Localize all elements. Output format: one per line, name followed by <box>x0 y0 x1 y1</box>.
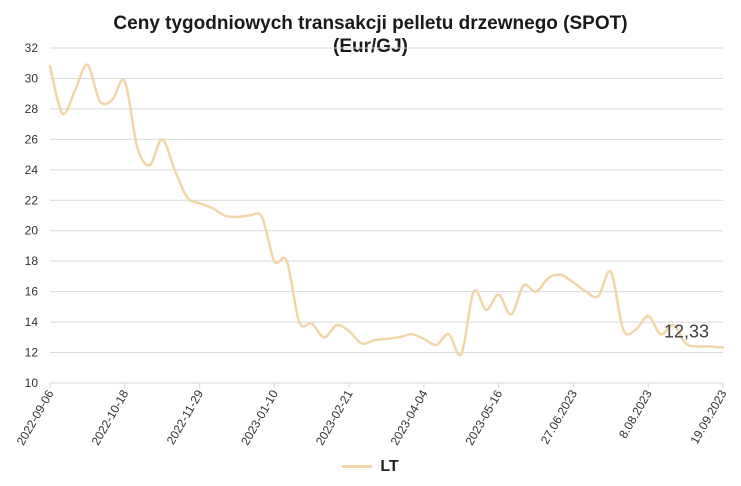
end-value-label: 12,33 <box>664 322 709 342</box>
chart-title: Ceny tygodniowych transakcji pelletu drz… <box>0 12 741 58</box>
annotations: 12,33 <box>664 322 709 342</box>
x-tick-label-1: 2022-10-18 <box>89 387 132 447</box>
series-layer <box>48 63 725 357</box>
x-tick-label-8: 8.08.2023 <box>616 387 655 441</box>
series-line-lt <box>48 63 725 357</box>
chart-title-line-1: Ceny tygodniowych transakcji pelletu drz… <box>113 13 628 34</box>
x-tick-label-0: 2022-09-06 <box>14 387 57 447</box>
y-tick-label-14: 14 <box>25 315 39 329</box>
y-tick-label-22: 22 <box>25 193 39 207</box>
y-tick-label-28: 28 <box>25 102 39 116</box>
grid-lines <box>50 47 723 384</box>
x-tick-label-7: 27.06.2023 <box>538 387 580 446</box>
x-tick-label-2: 2022-11-29 <box>164 387 207 447</box>
y-tick-label-12: 12 <box>25 346 39 360</box>
legend-swatch-lt <box>342 465 373 469</box>
x-tick-label-5: 2023-04-04 <box>388 387 431 447</box>
y-tick-label-30: 30 <box>25 71 39 85</box>
legend: LT <box>0 458 741 476</box>
y-axis: 10 12 14 16 18 20 22 24 26 28 30 32 <box>25 41 39 390</box>
y-tick-label-10: 10 <box>25 376 39 390</box>
y-tick-label-20: 20 <box>25 224 39 238</box>
legend-label-lt: LT <box>380 458 399 475</box>
y-tick-label-16: 16 <box>25 285 39 299</box>
y-tick-label-32: 32 <box>25 41 39 55</box>
x-tick-label-4: 2023-02-21 <box>313 387 356 447</box>
y-tick-label-18: 18 <box>25 254 39 268</box>
x-tick-label-3: 2023-01-10 <box>238 387 281 447</box>
x-axis: 2022-09-06 2022-10-18 2022-11-29 2023-01-10… <box>14 382 730 448</box>
x-tick-label-9: 19.09.2023 <box>687 387 729 446</box>
y-tick-label-24: 24 <box>25 163 39 177</box>
y-tick-label-26: 26 <box>25 132 39 146</box>
x-tick-label-6: 2023-05-16 <box>462 387 505 447</box>
chart-title-line-2: (Eur/GJ) <box>333 36 408 57</box>
